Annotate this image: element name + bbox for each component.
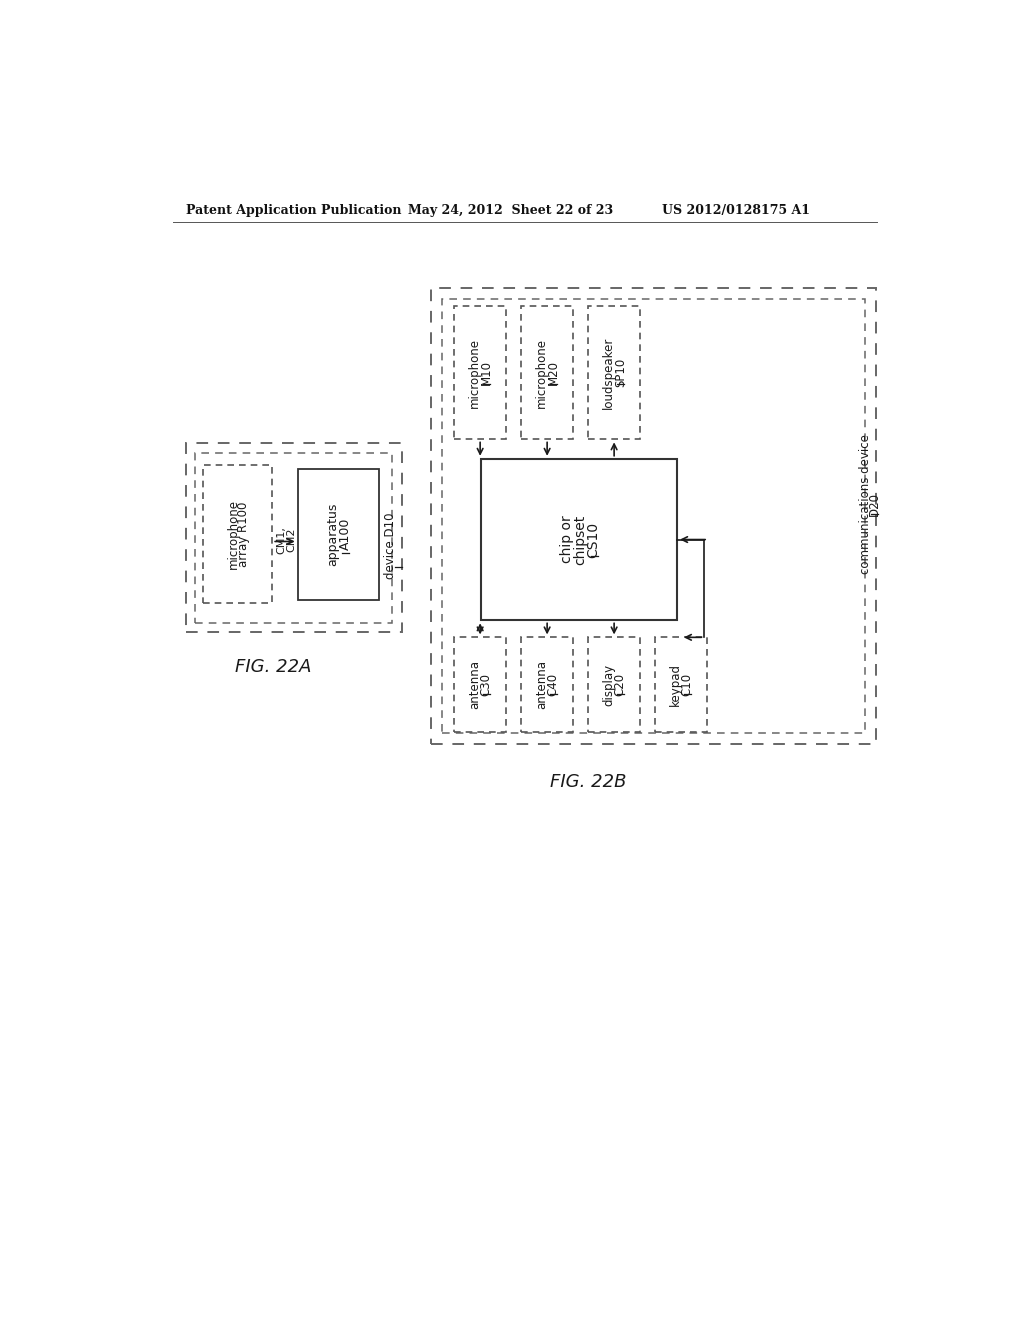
Text: loudspeaker: loudspeaker <box>602 337 615 409</box>
Bar <box>454 638 506 733</box>
Text: M20: M20 <box>547 360 560 385</box>
Text: CM1,: CM1, <box>276 525 286 554</box>
Text: microphone: microphone <box>226 499 240 569</box>
Text: CM2: CM2 <box>286 528 296 552</box>
Text: CS10: CS10 <box>587 521 601 557</box>
Text: M10: M10 <box>480 360 493 385</box>
Bar <box>588 306 640 440</box>
Text: microphone: microphone <box>536 338 548 408</box>
Text: SP10: SP10 <box>613 358 627 388</box>
Bar <box>481 459 677 620</box>
Text: FIG. 22B: FIG. 22B <box>551 774 627 791</box>
Text: A100: A100 <box>339 517 351 550</box>
Text: microphone: microphone <box>468 338 481 408</box>
Text: FIG. 22A: FIG. 22A <box>234 657 311 676</box>
Text: apparatus: apparatus <box>327 503 339 566</box>
Bar <box>203 465 272 603</box>
Text: chipset: chipset <box>573 515 588 565</box>
Text: display: display <box>602 664 615 706</box>
Text: Patent Application Publication: Patent Application Publication <box>186 205 401 218</box>
Bar <box>196 453 392 623</box>
Text: antenna: antenna <box>468 660 481 709</box>
Bar <box>454 306 506 440</box>
Bar <box>521 306 573 440</box>
Bar <box>431 288 876 743</box>
Text: US 2012/0128175 A1: US 2012/0128175 A1 <box>662 205 810 218</box>
Bar <box>186 444 401 632</box>
Text: May 24, 2012  Sheet 22 of 23: May 24, 2012 Sheet 22 of 23 <box>408 205 613 218</box>
Bar <box>521 638 573 733</box>
Bar <box>298 469 379 599</box>
Text: C40: C40 <box>547 673 560 696</box>
Text: C10: C10 <box>681 673 694 696</box>
Text: C20: C20 <box>613 673 627 696</box>
Text: C30: C30 <box>480 673 493 696</box>
Text: array R100: array R100 <box>238 502 250 566</box>
Bar <box>588 638 640 733</box>
Bar <box>655 638 708 733</box>
Text: keypad: keypad <box>670 663 682 706</box>
Text: D20: D20 <box>868 492 881 516</box>
Text: device D10: device D10 <box>384 512 397 578</box>
Bar <box>441 298 865 733</box>
Text: communications device: communications device <box>859 434 871 574</box>
Text: chip or: chip or <box>560 516 573 564</box>
Text: antenna: antenna <box>536 660 548 709</box>
